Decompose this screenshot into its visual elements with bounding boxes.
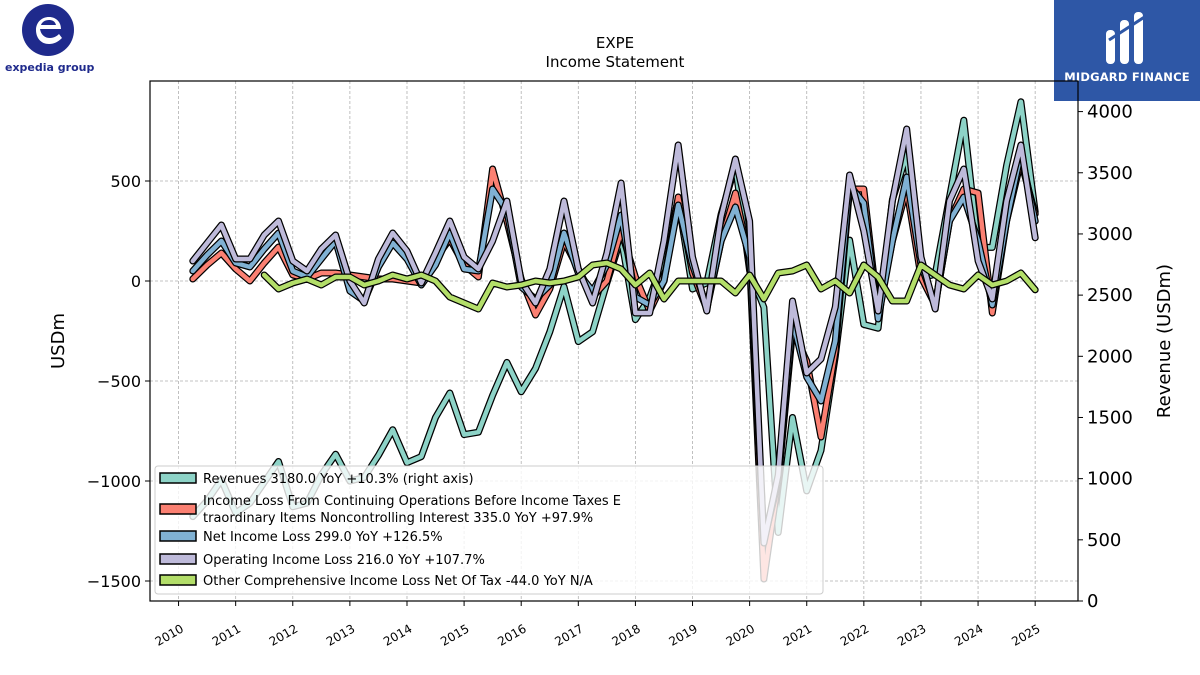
expedia-logo-icon — [22, 4, 74, 56]
series-stroke — [190, 126, 1038, 546]
x-tick-label: 2025 — [1009, 621, 1042, 648]
x-tick-label: 2017 — [552, 621, 585, 648]
x-tick-label: 2019 — [667, 621, 700, 648]
series-line-2 — [189, 149, 1039, 545]
legend-box — [154, 465, 824, 595]
y-right-tick-label: 4000 — [1087, 102, 1133, 123]
y-axis-right-label: Revenue (USDm) — [1154, 264, 1175, 418]
y-axis-left-label: USDm — [48, 313, 69, 369]
y-right-tick-label: 1000 — [1087, 469, 1133, 490]
legend: Revenues 3180.0 YoY +10.3% (right axis) I… — [154, 465, 824, 595]
series-line-4 — [260, 259, 1039, 313]
plot-frame — [149, 80, 1079, 602]
legend-label: Operating Income Loss 216.0 YoY +107.7% — [203, 553, 485, 568]
x-tick-label: 2023 — [895, 621, 928, 648]
y-right-tick-label: 0 — [1087, 591, 1098, 612]
midgard-finance-watermark: MIDGARD FINANCE — [1054, 0, 1200, 101]
y-right-tick-label: 2000 — [1087, 346, 1133, 367]
legend-label: traordinary Items Noncontrolling Interes… — [203, 511, 593, 526]
axes: 2010 2011 2012 2013 2014 2015 2016 2017 2018 2019… — [87, 102, 1133, 649]
chart-subtitle: Income Statement — [546, 53, 685, 71]
x-tick-label: 2013 — [324, 621, 357, 648]
x-tick-label: 2012 — [267, 621, 300, 648]
series-line-3 — [189, 125, 1039, 547]
x-tick-label: 2018 — [609, 621, 642, 648]
legend-swatch — [159, 503, 197, 515]
x-tick-label: 2015 — [438, 621, 471, 648]
series-stroke — [190, 150, 1038, 544]
y-left-tick-label: −1500 — [87, 572, 141, 591]
y-left-tick-label: 500 — [110, 172, 141, 191]
legend-swatch — [159, 472, 197, 484]
x-tick-label: 2021 — [781, 621, 814, 648]
y-right-tick-label: 3500 — [1087, 163, 1133, 184]
y-right-tick-label: 2500 — [1087, 285, 1133, 306]
x-tick-label: 2010 — [153, 621, 186, 648]
y-left-tick-label: 0 — [131, 272, 141, 291]
legend-label: Income Loss From Continuing Operations B… — [203, 494, 621, 509]
x-tick-label: 2020 — [724, 621, 757, 648]
series-stroke — [261, 260, 1038, 312]
series-layer — [189, 98, 1039, 583]
x-tick-label: 2016 — [495, 621, 528, 648]
midgard-logo-icon — [1106, 12, 1147, 64]
y-left-tick-label: −500 — [97, 372, 141, 391]
expedia-group-logo: expedia group — [0, 0, 110, 85]
legend-swatch — [159, 574, 197, 586]
legend-label: Net Income Loss 299.0 YoY +126.5% — [203, 530, 443, 545]
x-tick-label: 2014 — [381, 621, 414, 648]
x-tick-label: 2022 — [838, 621, 871, 648]
y-right-tick-label: 500 — [1087, 530, 1121, 551]
x-tick-label: 2011 — [210, 621, 243, 648]
x-tick-label: 2024 — [952, 621, 985, 648]
chart-title: EXPE — [596, 34, 634, 52]
y-left-tick-label: −1000 — [87, 472, 141, 491]
expedia-logo-text: expedia group — [5, 61, 95, 74]
legend-label: Other Comprehensive Income Loss Net Of T… — [203, 574, 593, 589]
legend-swatch — [159, 530, 197, 542]
watermark-label: MIDGARD FINANCE — [1064, 70, 1190, 84]
y-right-tick-label: 3000 — [1087, 224, 1133, 245]
legend-label: Revenues 3180.0 YoY +10.3% (right axis) — [203, 472, 474, 487]
legend-swatch — [159, 553, 197, 565]
y-right-tick-label: 1500 — [1087, 407, 1133, 428]
